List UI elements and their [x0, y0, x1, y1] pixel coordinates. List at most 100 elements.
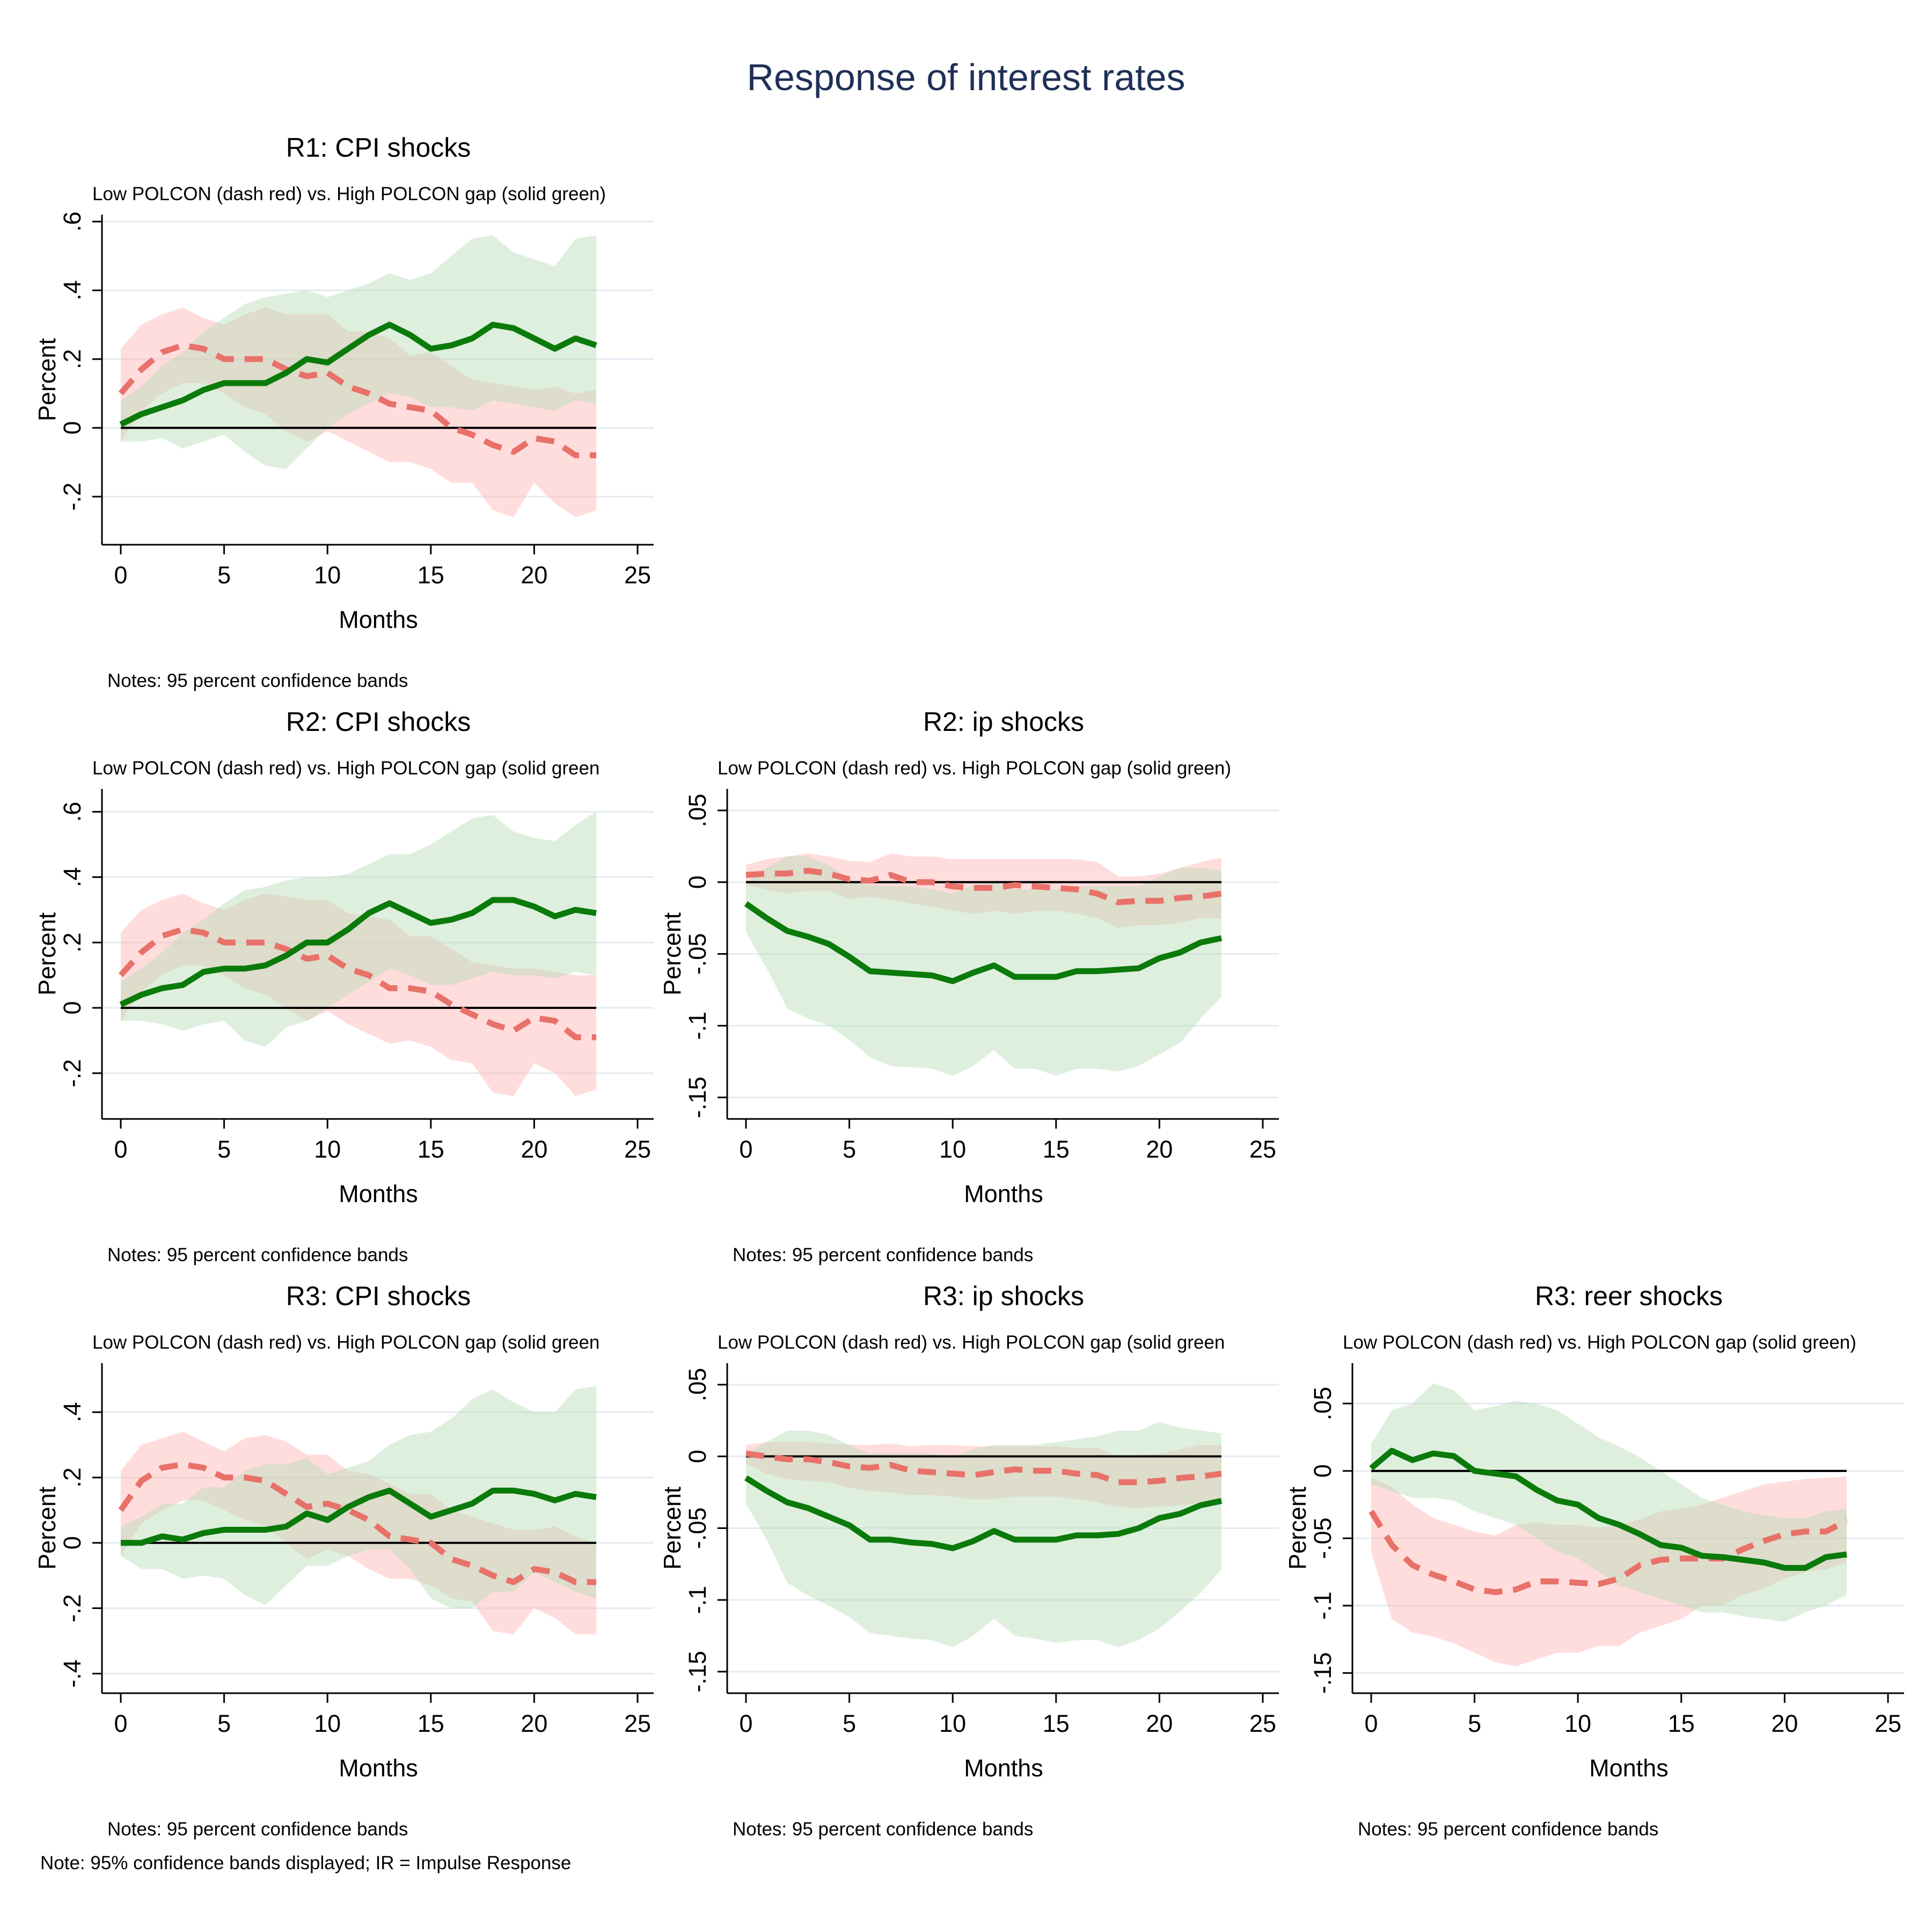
- x-tick-label: 10: [1564, 1710, 1591, 1737]
- low-polcon-line: [118, 926, 596, 1041]
- x-axis-title: Months: [1589, 1754, 1668, 1782]
- y-tick-label: 0: [58, 421, 86, 435]
- y-tick-label: .05: [1309, 1387, 1336, 1421]
- y-tick-label: -.2: [58, 482, 86, 511]
- x-tick-label: 0: [114, 1136, 127, 1163]
- low-polcon-line: [118, 342, 596, 458]
- x-tick-label: 0: [739, 1136, 752, 1163]
- low-polcon-line: [745, 1451, 1222, 1485]
- x-tick-label: 20: [521, 1136, 547, 1163]
- x-tick-label: 15: [1043, 1136, 1070, 1163]
- x-tick-label: 10: [939, 1136, 966, 1163]
- y-tick-label: -.05: [684, 1507, 711, 1549]
- y-axis-title: Percent: [1284, 1486, 1311, 1570]
- x-tick-label: 20: [521, 561, 547, 589]
- y-tick-label: -.15: [684, 1651, 711, 1693]
- x-tick-label: 0: [739, 1710, 752, 1737]
- x-tick-label: 25: [624, 561, 651, 589]
- x-tick-label: 25: [624, 1136, 651, 1163]
- y-tick-label: -.05: [684, 933, 711, 975]
- y-tick-label: -.2: [58, 1594, 86, 1622]
- x-tick-label: 10: [939, 1710, 966, 1737]
- y-tick-label: -.15: [1309, 1652, 1336, 1694]
- x-axis-title: Months: [339, 606, 418, 633]
- chart-panel-R3-cpi: R3: CPI shocks Low POLCON (dash red) vs. …: [33, 1281, 654, 1840]
- panel-title: R2: ip shocks: [923, 707, 1084, 737]
- x-tick-label: 5: [217, 1136, 231, 1163]
- panel-note: Notes: 95 percent confidence bands: [107, 1819, 408, 1840]
- panel-subtitle: Low POLCON (dash red) vs. High POLCON ga…: [92, 758, 599, 779]
- y-tick-label: -.2: [58, 1059, 86, 1087]
- y-axis-title: Percent: [658, 912, 686, 996]
- high-polcon-line: [119, 321, 597, 427]
- low-polcon-line: [118, 1461, 596, 1585]
- panel-note: Notes: 95 percent confidence bands: [107, 670, 408, 691]
- y-tick-label: .4: [58, 280, 86, 301]
- x-tick-label: 15: [418, 1136, 444, 1163]
- panel-title: R2: CPI shocks: [286, 707, 471, 737]
- panel-note: Notes: 95 percent confidence bands: [107, 1245, 408, 1265]
- low-polcon-confidence-band: [121, 893, 596, 1096]
- x-tick-label: 25: [624, 1710, 651, 1737]
- x-tick-label: 0: [1364, 1710, 1378, 1737]
- x-axis-title: Months: [964, 1754, 1043, 1782]
- y-tick-label: -.15: [684, 1077, 711, 1118]
- x-tick-label: 5: [843, 1136, 856, 1163]
- low-polcon-confidence-band: [121, 1431, 596, 1635]
- low-polcon-confidence-band: [121, 308, 596, 517]
- panels: R1: CPI shocks Low POLCON (dash red) vs. …: [33, 133, 1904, 1840]
- chart-panel-R1-cpi: R1: CPI shocks Low POLCON (dash red) vs. …: [33, 133, 654, 691]
- y-tick-label: .6: [58, 211, 86, 232]
- panel-note: Notes: 95 percent confidence bands: [733, 1819, 1033, 1840]
- x-tick-label: 5: [217, 561, 231, 589]
- x-axis-title: Months: [339, 1754, 418, 1782]
- high-polcon-line: [744, 1475, 1223, 1552]
- y-axis-title: Percent: [33, 1486, 61, 1570]
- low-polcon-line: [1368, 1510, 1848, 1596]
- x-tick-label: 25: [1249, 1136, 1276, 1163]
- y-tick-label: .4: [58, 1402, 86, 1423]
- low-polcon-confidence-band: [1371, 1476, 1847, 1666]
- y-tick-label: -.05: [1309, 1518, 1336, 1560]
- y-tick-label: -.1: [684, 1012, 711, 1040]
- high-polcon-confidence-band: [121, 235, 596, 470]
- low-polcon-line: [745, 867, 1222, 905]
- x-tick-label: 15: [418, 1710, 444, 1737]
- x-axis-title: Months: [964, 1180, 1043, 1208]
- y-tick-label: .05: [684, 1368, 711, 1402]
- x-tick-label: 15: [1043, 1710, 1070, 1737]
- y-axis-title: Percent: [33, 912, 61, 996]
- high-polcon-line: [744, 901, 1223, 984]
- panel-subtitle: Low POLCON (dash red) vs. High POLCON ga…: [718, 1332, 1225, 1353]
- high-polcon-line: [121, 1488, 597, 1546]
- figure-title: Response of interest rates: [747, 56, 1185, 98]
- y-tick-label: -.4: [58, 1659, 86, 1688]
- y-tick-label: 0: [58, 1001, 86, 1014]
- y-tick-label: 0: [684, 875, 711, 889]
- x-tick-label: 20: [521, 1710, 547, 1737]
- chart-panel-R3-reer: R3: reer shocks Low POLCON (dash red) vs.…: [1284, 1281, 1904, 1840]
- chart-panel-R2-ip: R2: ip shocks Low POLCON (dash red) vs. H…: [658, 707, 1279, 1265]
- x-tick-label: 25: [1875, 1710, 1901, 1737]
- x-tick-label: 20: [1146, 1136, 1173, 1163]
- y-tick-label: -.1: [1309, 1592, 1336, 1620]
- high-polcon-line: [119, 897, 597, 1007]
- panel-subtitle: Low POLCON (dash red) vs. High POLCON ga…: [92, 1332, 599, 1353]
- x-tick-label: 10: [314, 1710, 341, 1737]
- y-tick-label: .6: [58, 802, 86, 822]
- y-tick-label: .2: [58, 932, 86, 953]
- panel-subtitle: Low POLCON (dash red) vs. High POLCON ga…: [92, 184, 606, 204]
- panel-note: Notes: 95 percent confidence bands: [1358, 1819, 1658, 1840]
- figure-footnote: Note: 95% confidence bands displayed; IR…: [40, 1853, 571, 1874]
- panel-title: R3: reer shocks: [1535, 1281, 1723, 1311]
- y-tick-label: 0: [684, 1450, 711, 1463]
- x-tick-label: 20: [1146, 1710, 1173, 1737]
- high-polcon-confidence-band: [121, 1386, 596, 1608]
- y-tick-label: .2: [58, 349, 86, 369]
- x-tick-label: 5: [843, 1710, 856, 1737]
- high-polcon-confidence-band: [121, 811, 596, 1047]
- y-axis-title: Percent: [658, 1486, 686, 1570]
- panel-title: R1: CPI shocks: [286, 133, 471, 163]
- x-tick-label: 15: [1668, 1710, 1695, 1737]
